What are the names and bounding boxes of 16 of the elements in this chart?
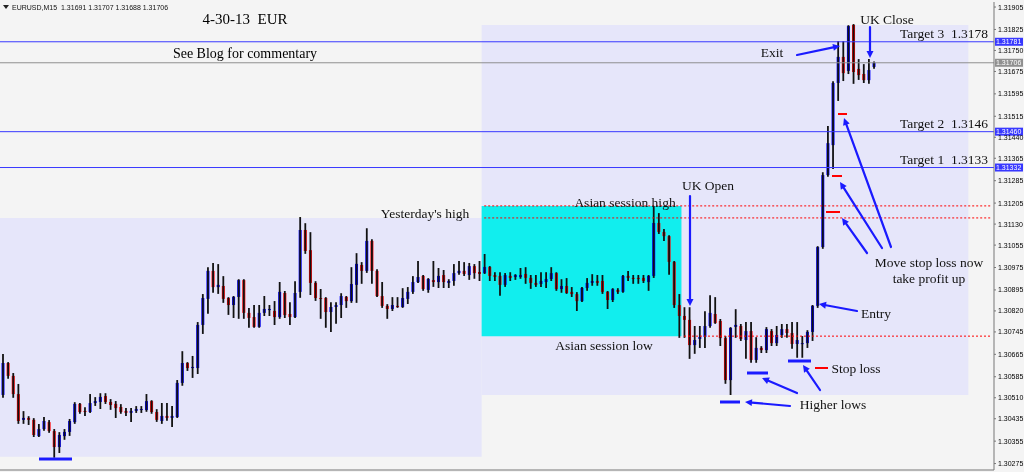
annotation: Target 2 1.3146 — [899, 115, 989, 131]
annotation: UK Open — [681, 177, 735, 193]
annotation: Higher lows — [799, 396, 867, 412]
annotation: Exit — [760, 44, 784, 60]
annotation: Yesterday's high — [380, 205, 470, 221]
annotation: Target 1 1.3133 — [899, 151, 989, 167]
annotation: Asian session low — [555, 337, 653, 353]
annotation: UK Close — [860, 11, 914, 27]
text: See Blog for commentary — [172, 46, 318, 61]
annotation: Stop loss — [831, 360, 881, 376]
annotation: Move stop loss now take profit up — [874, 254, 984, 286]
text: 4-30-13 EUR — [202, 11, 288, 27]
candlestick — [580, 287, 584, 303]
annotation: Entry — [861, 305, 892, 321]
annotation: Target 3 1.3178 — [899, 25, 989, 41]
annotation: Asian session high — [574, 194, 676, 210]
